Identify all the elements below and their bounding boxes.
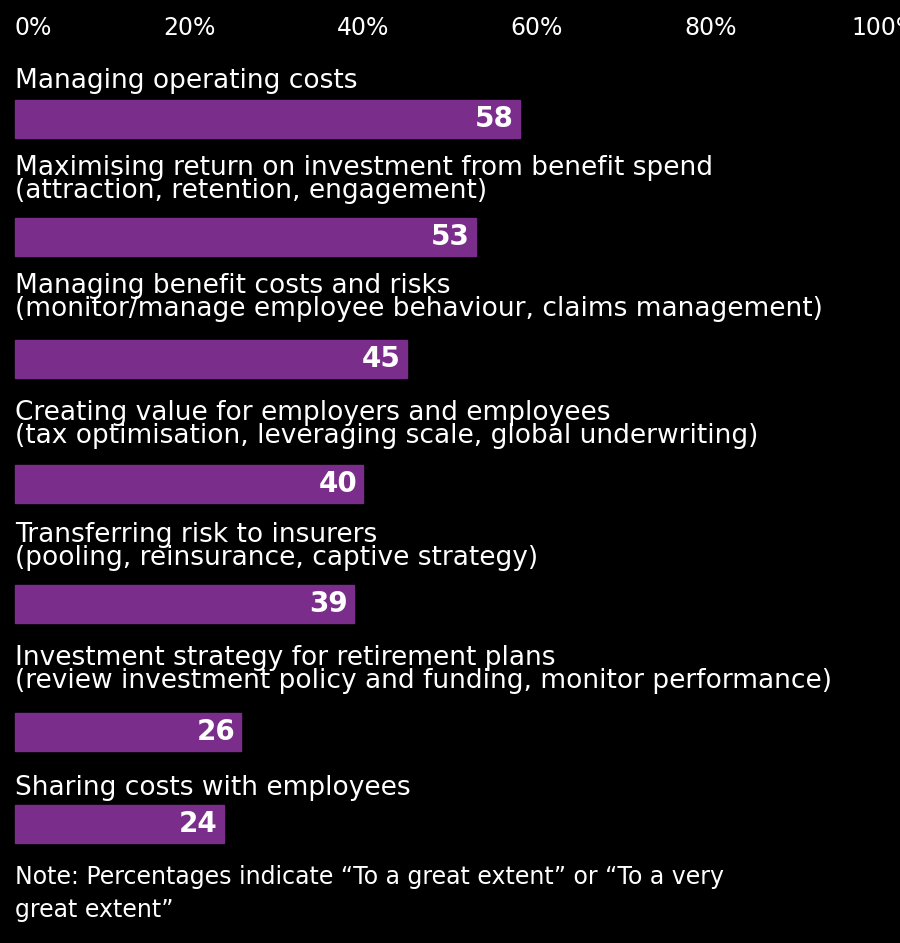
Text: 100%: 100%	[851, 16, 900, 40]
Text: 40%: 40%	[337, 16, 389, 40]
Text: (attraction, retention, engagement): (attraction, retention, engagement)	[15, 178, 487, 204]
Text: (pooling, reinsurance, captive strategy): (pooling, reinsurance, captive strategy)	[15, 545, 538, 571]
Text: 58: 58	[474, 105, 514, 133]
Text: 40: 40	[319, 470, 357, 498]
Text: 80%: 80%	[685, 16, 737, 40]
Text: 20%: 20%	[163, 16, 215, 40]
Text: Note: Percentages indicate “To a great extent” or “To a very
great extent”: Note: Percentages indicate “To a great e…	[15, 865, 724, 922]
Text: (monitor/manage employee behaviour, claims management): (monitor/manage employee behaviour, clai…	[15, 296, 823, 322]
Text: 39: 39	[310, 590, 348, 618]
Bar	[15, 805, 224, 843]
Text: Sharing costs with employees: Sharing costs with employees	[15, 775, 410, 801]
Text: Creating value for employers and employees: Creating value for employers and employe…	[15, 400, 610, 426]
Bar	[15, 100, 519, 138]
Text: 24: 24	[179, 810, 218, 838]
Text: 53: 53	[431, 223, 470, 251]
Bar	[15, 218, 476, 256]
Text: 26: 26	[196, 718, 235, 746]
Text: Managing operating costs: Managing operating costs	[15, 68, 357, 94]
Bar	[15, 340, 407, 378]
Text: 45: 45	[362, 345, 400, 373]
Bar	[15, 465, 363, 503]
Bar	[15, 585, 355, 623]
Text: Managing benefit costs and risks: Managing benefit costs and risks	[15, 273, 451, 299]
Text: (tax optimisation, leveraging scale, global underwriting): (tax optimisation, leveraging scale, glo…	[15, 423, 759, 449]
Text: Transferring risk to insurers: Transferring risk to insurers	[15, 522, 377, 548]
Text: Maximising return on investment from benefit spend: Maximising return on investment from ben…	[15, 155, 713, 181]
Bar	[15, 713, 241, 751]
Text: 0%: 0%	[15, 16, 52, 40]
Text: (review investment policy and funding, monitor performance): (review investment policy and funding, m…	[15, 668, 832, 694]
Text: 60%: 60%	[511, 16, 563, 40]
Text: Investment strategy for retirement plans: Investment strategy for retirement plans	[15, 645, 555, 671]
